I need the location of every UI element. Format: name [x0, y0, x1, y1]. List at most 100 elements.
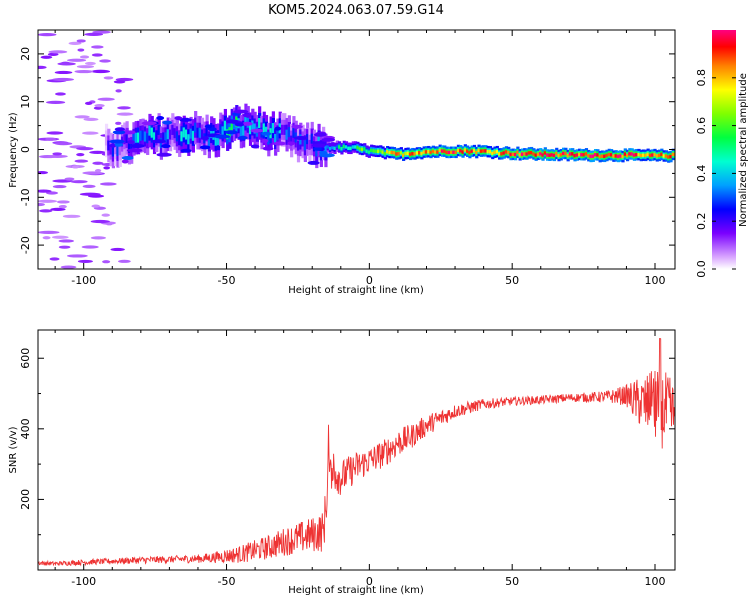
heatmap-cell	[431, 149, 435, 154]
snr-frame	[37, 329, 676, 571]
heatmap-cell	[635, 152, 639, 157]
heatmap-cell	[651, 153, 655, 157]
heatmap-noise-blob	[46, 100, 66, 104]
colorbar-tick-label: 0.2	[695, 212, 708, 230]
y-tick-label: 10	[19, 95, 32, 109]
heatmap-cell	[301, 136, 305, 147]
heatmap-cell	[452, 150, 456, 154]
heatmap-cell	[328, 146, 333, 151]
heatmap-cell	[109, 144, 113, 155]
heatmap-noise-blob	[58, 204, 67, 209]
heatmap-noise-blob	[84, 32, 104, 37]
heatmap-cell	[630, 152, 634, 156]
heatmap-blob	[127, 140, 135, 145]
y-tick-label: -10	[19, 188, 32, 206]
heatmap-cell	[495, 149, 499, 154]
heatmap-cell	[258, 118, 262, 129]
heatmap-cell	[390, 150, 394, 155]
heatmap-cell	[454, 150, 458, 155]
heatmap-blob	[294, 136, 308, 141]
heatmap-cell	[230, 120, 234, 131]
heatmap-cell	[463, 148, 467, 152]
heatmap-cell	[194, 122, 198, 133]
heatmap-cell	[383, 151, 387, 156]
heatmap-cell	[303, 140, 307, 151]
heatmap-cell	[456, 148, 461, 153]
heatmap-noise-blob	[47, 52, 59, 56]
heatmap-blob	[156, 152, 172, 157]
heatmap-noise-blob	[71, 165, 80, 169]
spectrogram-marks	[38, 30, 675, 269]
heatmap-cell	[632, 153, 637, 157]
heatmap-cell	[436, 150, 440, 154]
heatmap-cell	[267, 134, 271, 145]
heatmap-cell	[466, 149, 470, 153]
colorbar-label: Normalized spectral amplitude	[738, 73, 749, 227]
heatmap-cell	[379, 149, 383, 153]
heatmap-noise-blob	[45, 137, 57, 141]
heatmap-cell	[210, 128, 214, 139]
heatmap-noise-blob	[76, 146, 94, 151]
heatmap-noise-blob	[55, 92, 66, 96]
heatmap-noise-blob	[103, 166, 111, 170]
colorbar-tick-label: 0.0	[695, 260, 708, 278]
heatmap-blob	[121, 156, 134, 161]
heatmap-cell	[589, 154, 593, 159]
heatmap-cell	[568, 152, 573, 156]
heatmap-cell	[374, 149, 378, 153]
heatmap-noise-blob	[97, 97, 115, 101]
heatmap-cell	[573, 153, 577, 158]
heatmap-cell	[591, 154, 595, 158]
heatmap-cell	[182, 127, 186, 138]
heatmap-cell	[552, 153, 557, 158]
heatmap-cell	[546, 153, 550, 157]
heatmap-cell	[614, 154, 618, 158]
heatmap-cell	[349, 146, 353, 151]
heatmap-cell	[146, 133, 150, 144]
heatmap-noise-blob	[49, 257, 60, 261]
heatmap-cell	[427, 149, 431, 154]
heatmap-noise-blob	[99, 59, 111, 63]
heatmap-cell	[370, 148, 374, 153]
colorbar: 0.0 0.2 0.4 0.6 0.8 Normalized spectral ampl…	[695, 30, 749, 278]
heatmap-cell	[395, 152, 399, 156]
heatmap-cell	[287, 127, 291, 138]
heatmap-cell	[372, 149, 376, 153]
heatmap-blob	[233, 109, 249, 114]
heatmap-blob	[313, 146, 323, 151]
heatmap-cell	[399, 151, 403, 155]
heatmap-blob	[109, 143, 117, 148]
heatmap-noise-blob	[52, 77, 74, 82]
heatmap-noise-blob	[91, 204, 100, 208]
heatmap-cell	[612, 154, 616, 158]
y-tick-label: -20	[19, 236, 32, 254]
heatmap-cell	[443, 149, 447, 153]
heatmap-cell	[200, 129, 205, 140]
heatmap-cell	[520, 152, 525, 156]
heatmap-noise-blob	[103, 76, 114, 80]
heatmap-cell	[459, 149, 463, 153]
heatmap-blob	[156, 116, 165, 121]
heatmap-cell	[557, 153, 561, 158]
heatmap-blob	[250, 128, 264, 133]
heatmap-blob	[126, 148, 143, 153]
heatmap-cell	[584, 152, 589, 156]
heatmap-blob	[109, 139, 125, 144]
heatmap-blob	[225, 119, 239, 124]
heatmap-cell	[539, 152, 543, 156]
heatmap-cell	[223, 120, 227, 131]
heatmap-cell	[667, 155, 671, 159]
heatmap-blob	[261, 138, 269, 143]
heatmap-cell	[475, 150, 479, 155]
heatmap-cell	[365, 149, 369, 153]
heatmap-cell	[596, 153, 600, 157]
heatmap-cell	[269, 128, 273, 139]
heatmap-cell	[415, 151, 419, 155]
heatmap-cell	[671, 152, 675, 157]
heatmap-blob	[327, 142, 338, 147]
heatmap-cell	[253, 123, 257, 134]
heatmap-cell	[356, 145, 360, 150]
